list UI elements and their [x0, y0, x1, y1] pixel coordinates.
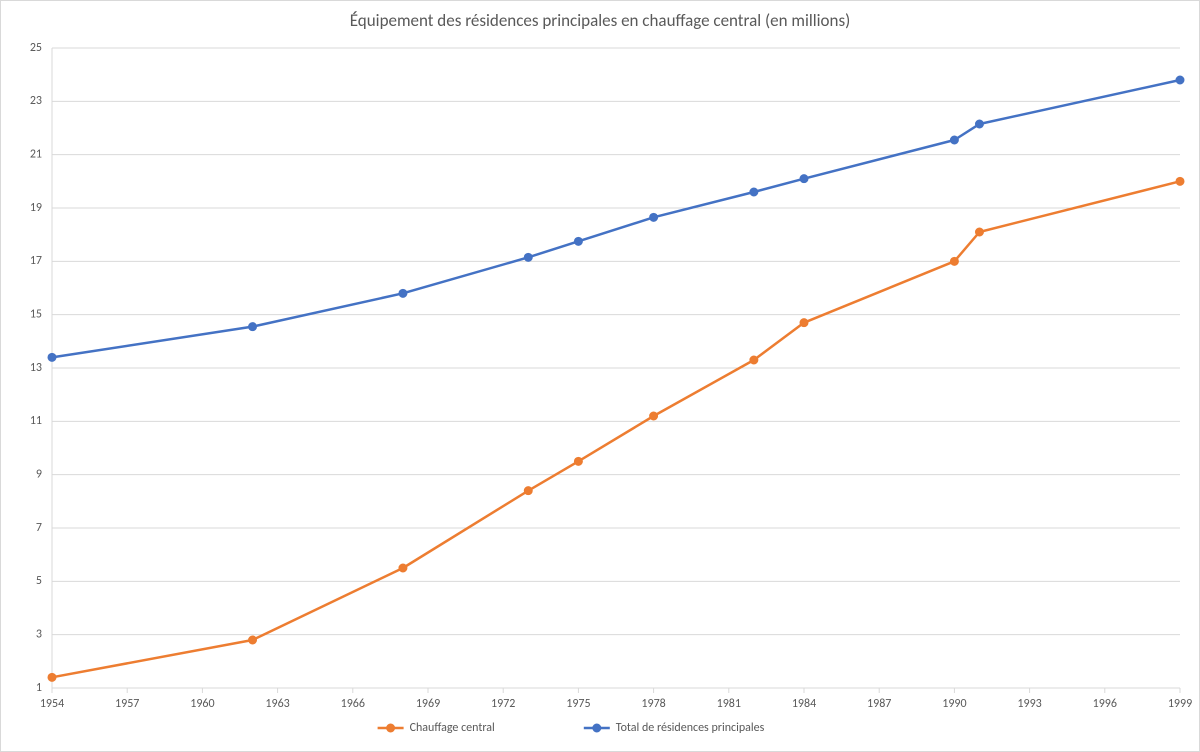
series-marker — [249, 323, 257, 331]
series-marker — [1176, 177, 1184, 185]
y-tick-label: 15 — [30, 308, 42, 322]
x-tick-label: 1975 — [566, 697, 590, 711]
series-marker — [1176, 76, 1184, 84]
legend-label: Chauffage central — [410, 721, 495, 735]
series-marker — [650, 213, 658, 221]
y-tick-label: 25 — [30, 41, 42, 55]
y-tick-label: 1 — [36, 681, 42, 695]
chart-title: Équipement des résidences principales en… — [350, 10, 851, 31]
x-tick-label: 1966 — [341, 697, 365, 711]
series-marker — [975, 228, 983, 236]
y-tick-label: 7 — [36, 521, 42, 535]
series-marker — [574, 237, 582, 245]
legend-label: Total de résidences principales — [616, 721, 765, 735]
series-marker — [950, 257, 958, 265]
y-tick-label: 21 — [30, 148, 42, 162]
series-marker — [650, 412, 658, 420]
series-marker — [800, 319, 808, 327]
y-tick-label: 9 — [36, 468, 42, 482]
series-marker — [399, 564, 407, 572]
legend-marker — [593, 724, 601, 732]
x-tick-label: 1984 — [792, 697, 816, 711]
x-tick-label: 1990 — [942, 697, 966, 711]
series-marker — [399, 289, 407, 297]
y-tick-label: 5 — [36, 574, 42, 588]
y-tick-label: 23 — [30, 94, 42, 108]
y-tick-label: 13 — [30, 361, 42, 375]
y-tick-label: 3 — [36, 628, 42, 642]
series-marker — [800, 175, 808, 183]
line-chart: 1357911131517192123251954195719601963196… — [0, 0, 1200, 752]
x-tick-label: 1996 — [1093, 697, 1117, 711]
x-tick-label: 1963 — [265, 697, 289, 711]
x-tick-label: 1993 — [1017, 697, 1041, 711]
series-marker — [750, 356, 758, 364]
series-marker — [48, 673, 56, 681]
x-tick-label: 1972 — [491, 697, 515, 711]
series-marker — [950, 136, 958, 144]
y-tick-label: 17 — [30, 254, 42, 268]
series-marker — [524, 253, 532, 261]
x-tick-label: 1999 — [1168, 697, 1192, 711]
series-marker — [750, 188, 758, 196]
series-marker — [524, 487, 532, 495]
chart-container: 1357911131517192123251954195719601963196… — [0, 0, 1200, 752]
x-tick-label: 1978 — [641, 697, 665, 711]
x-tick-label: 1960 — [190, 697, 214, 711]
y-tick-label: 19 — [30, 201, 42, 215]
x-tick-label: 1954 — [40, 697, 64, 711]
legend-marker — [387, 724, 395, 732]
x-tick-label: 1969 — [416, 697, 440, 711]
series-marker — [574, 457, 582, 465]
series-marker — [48, 353, 56, 361]
series-marker — [249, 636, 257, 644]
series-marker — [975, 120, 983, 128]
x-tick-label: 1987 — [867, 697, 891, 711]
x-tick-label: 1981 — [717, 697, 741, 711]
x-tick-label: 1957 — [115, 697, 139, 711]
y-tick-label: 11 — [30, 414, 42, 428]
